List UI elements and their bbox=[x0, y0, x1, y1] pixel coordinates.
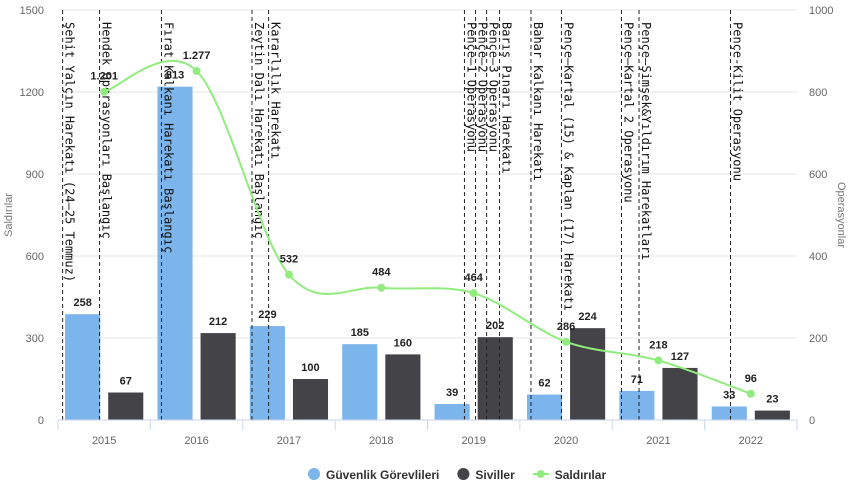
bar bbox=[65, 314, 101, 420]
bar-value-label: 160 bbox=[394, 337, 412, 349]
category-label: 2015 bbox=[92, 435, 116, 447]
bar bbox=[477, 337, 513, 420]
category-label: 2019 bbox=[461, 435, 485, 447]
right-tick-label: 200 bbox=[809, 333, 827, 345]
event-label: Pençe–Şimşek&Yıldırım Harekatları bbox=[639, 22, 653, 260]
bar bbox=[342, 344, 378, 420]
line-path bbox=[103, 59, 752, 395]
right-axis-title: Operasyonlar bbox=[835, 182, 847, 248]
bar-value-label: 258 bbox=[73, 297, 91, 309]
left-tick-label: 900 bbox=[26, 169, 44, 181]
event-label: Fırat Kalkanı Harekatı Başlangıç bbox=[161, 22, 175, 253]
line-series bbox=[100, 59, 755, 398]
data-labels: 258 813 229 185 39 62 71 33 67 212 100 160 202 224 127… bbox=[73, 50, 778, 406]
bar-value-label: 39 bbox=[446, 387, 458, 399]
right-tick-label: 800 bbox=[809, 87, 827, 99]
bar bbox=[200, 333, 236, 420]
bar-value-label: 33 bbox=[723, 389, 735, 401]
left-tick-label: 0 bbox=[38, 415, 44, 427]
legend-label: Siviller bbox=[475, 468, 515, 482]
line-point bbox=[192, 66, 201, 75]
bar bbox=[526, 394, 563, 420]
event-label: Pençe–2 Operasyonu bbox=[476, 22, 490, 152]
left-axis-title: Saldırılar bbox=[3, 193, 15, 237]
bar-value-label: 62 bbox=[538, 378, 550, 390]
line-value-label: 1.277 bbox=[183, 50, 211, 62]
bar-value-label: 71 bbox=[631, 374, 643, 386]
line-value-label: 484 bbox=[372, 267, 391, 279]
line-point bbox=[746, 389, 755, 398]
event-label: Barış Pınarı Harekatı bbox=[500, 22, 514, 174]
event-label: Pençe–Kartal 2 Operasyonu bbox=[621, 22, 635, 203]
bar-value-label: 813 bbox=[166, 70, 184, 82]
event-label: Pençe–3 Operasyonu bbox=[487, 22, 501, 152]
bar-value-label: 185 bbox=[351, 327, 369, 339]
bar bbox=[662, 367, 698, 420]
bar-value-label: 224 bbox=[578, 311, 597, 323]
category-label: 2022 bbox=[739, 435, 763, 447]
category-dividers bbox=[57, 420, 798, 430]
bar-value-label: 23 bbox=[766, 394, 778, 406]
line-value-label: 286 bbox=[557, 321, 575, 333]
category-label: 2016 bbox=[184, 435, 208, 447]
line-point bbox=[284, 270, 293, 279]
bar-value-label: 67 bbox=[120, 376, 132, 388]
event-label: Zeytin Dalı Harekatı Başlangıç bbox=[252, 22, 266, 239]
left-tick-label: 1200 bbox=[20, 87, 44, 99]
event-label: Şehit Yalçın Harekatı (24–25 Temmuz) bbox=[63, 22, 77, 282]
category-label: 2020 bbox=[554, 435, 578, 447]
line-point bbox=[469, 289, 478, 298]
right-tick-label: 600 bbox=[809, 169, 827, 181]
category-label: 2017 bbox=[277, 435, 301, 447]
bar-value-label: 212 bbox=[209, 316, 227, 328]
legend-marker bbox=[457, 468, 470, 480]
event-label: Bahar Kalkanı Harekatı bbox=[531, 22, 545, 181]
axes: 0 300 600 900 1200 1500 0 200 400 600 800 1000 Saldı… bbox=[3, 5, 847, 447]
line-point bbox=[562, 337, 571, 346]
bar bbox=[570, 328, 606, 420]
line-value-label: 1.201 bbox=[90, 71, 118, 83]
bar bbox=[385, 354, 421, 420]
bar bbox=[619, 390, 655, 420]
bar-value-label: 202 bbox=[486, 320, 504, 332]
bar bbox=[249, 326, 285, 420]
right-tick-label: 400 bbox=[809, 251, 827, 263]
bar bbox=[157, 86, 193, 421]
bar bbox=[108, 392, 144, 420]
left-tick-label: 1500 bbox=[20, 5, 44, 17]
line-point bbox=[100, 87, 109, 96]
line-value-label: 96 bbox=[745, 373, 757, 385]
legend[interactable]: Güvenlik Görevlileri Siviller Saldırılar bbox=[308, 468, 606, 482]
bar bbox=[711, 406, 747, 420]
event-label: Pençe-Kilit Operasyonu bbox=[730, 22, 744, 181]
legend-marker bbox=[308, 468, 320, 480]
bar-value-label: 127 bbox=[671, 351, 689, 363]
bar-value-label: 100 bbox=[301, 362, 319, 374]
bar bbox=[754, 410, 790, 420]
line-value-label: 464 bbox=[465, 272, 484, 284]
left-tick-label: 300 bbox=[26, 333, 44, 345]
right-tick-label: 1000 bbox=[809, 5, 833, 17]
legend-label: Saldırılar bbox=[555, 468, 607, 482]
line-point bbox=[377, 283, 386, 292]
legend-label: Güvenlik Görevlileri bbox=[326, 468, 439, 482]
bars bbox=[65, 86, 790, 421]
category-label: 2021 bbox=[646, 435, 670, 447]
event-label: Pençe–Kartal (15) & Kaplan (17) Harekatı bbox=[561, 22, 575, 311]
event-label: Hendek Operasyonları Başlangıç bbox=[100, 22, 114, 239]
line-value-label: 218 bbox=[649, 339, 667, 351]
event-label: Kararlılık Harekatı bbox=[269, 22, 283, 159]
category-label: 2018 bbox=[369, 435, 393, 447]
event-markers: Şehit Yalçın Harekatı (24–25 Temmuz) Hend… bbox=[62, 10, 744, 420]
line-point bbox=[654, 356, 663, 365]
bar bbox=[292, 379, 329, 420]
bar-value-label: 229 bbox=[258, 309, 276, 321]
line-value-label: 532 bbox=[280, 254, 298, 266]
legend-marker bbox=[536, 470, 545, 478]
bar bbox=[434, 404, 470, 420]
left-tick-label: 600 bbox=[26, 251, 44, 263]
right-tick-label: 0 bbox=[809, 415, 815, 427]
event-label: Pençe–1 Operasyonu bbox=[464, 22, 478, 152]
